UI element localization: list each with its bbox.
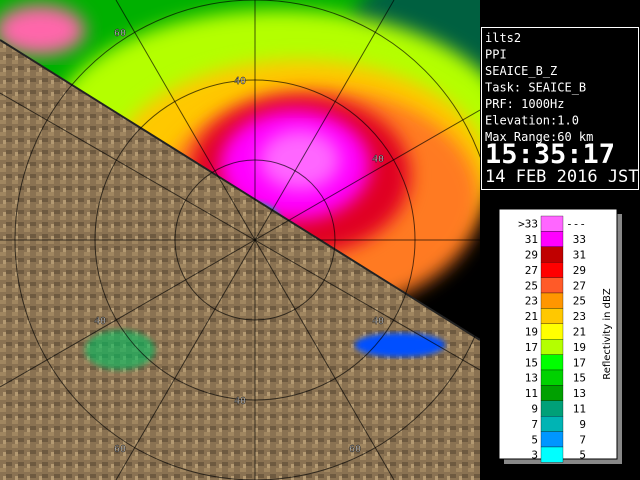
ring-label: 40 [94,316,106,327]
ring-label: 40 [372,316,384,327]
azimuth-line [0,109,480,388]
legend: >33 --- 31 33 29 31 27 29 25 27 23 25 21 23 19 21 17 19 15… [518,215,586,463]
legend-low: 19 [525,326,538,339]
echo [355,333,445,357]
legend-high: 19 [573,341,586,354]
ring-label: 60 [114,28,126,39]
legend-low: 25 [525,279,538,292]
legend-high: 9 [579,418,586,431]
legend-swatch [540,323,564,340]
time: 15:35:17 [485,139,615,170]
legend-swatch [540,277,564,294]
echo [85,330,155,370]
info-text: ilts2 PPI SEAICE_B_Z Task: SEAICE_B PRF: 100… [485,31,593,144]
legend-low: 3 [531,449,538,462]
legend-low: 27 [525,264,538,277]
ring-labels: 60 40 40 40 40 40 60 60 [94,28,384,455]
coastline [0,39,481,341]
legend-low: 23 [525,295,538,308]
legend-swatch [540,262,564,278]
legend-swatch [540,292,564,309]
legend-low: 11 [525,387,538,400]
legend-high: 15 [573,372,586,385]
legend-low: 29 [525,249,538,262]
info-line: PPI [485,48,507,62]
legend-low: 9 [531,403,538,416]
legend-swatch [540,215,564,232]
info-line: Elevation:1.0 [485,114,579,128]
legend-high: 21 [573,326,586,339]
legend-high: --- [566,218,586,231]
legend-high: 23 [573,310,586,323]
legend-swatch [540,385,564,401]
legend-swatch [540,354,564,371]
info-line: PRF: 1000Hz [485,97,564,111]
legend-swatch [540,246,564,263]
legend-high: 25 [573,295,586,308]
legend-swatch [540,400,564,417]
echo [260,130,340,190]
legend-swatch [540,416,564,432]
echo [0,5,85,55]
ring-label: 40 [234,396,246,407]
legend-swatch [540,339,564,355]
info-line: Max Range:60 km [485,130,593,144]
legend-low: >33 [518,218,538,231]
legend-swatch [540,231,564,247]
ring-label: 40 [372,154,384,165]
legend-swatch [540,308,564,324]
legend-low: 31 [525,233,538,246]
legend-swatch [540,369,564,386]
ring-label: 40 [234,76,246,87]
legend-high: 5 [579,449,586,462]
range-rings [0,0,495,480]
info-line: Task: SEAICE_B [485,81,586,95]
info-box [481,27,639,190]
info-line: ilts2 [485,31,521,45]
legend-low: 13 [525,372,538,385]
legend-swatch [540,446,564,463]
legend-high: 27 [573,279,586,292]
date: 14 FEB 2016 JST [485,167,639,187]
legend-high: 13 [573,387,586,400]
legend-high: 29 [573,264,586,277]
legend-low: 5 [531,433,538,446]
ring-label: 60 [349,444,361,455]
legend-title: Reflectivity in dBZ [602,288,613,380]
legend-low: 21 [525,310,538,323]
azimuth-line [0,92,480,371]
legend-high: 11 [573,403,586,416]
info-line: SEAICE_B_Z [485,64,557,78]
legend-high: 33 [573,233,586,246]
legend-high: 17 [573,356,586,369]
legend-swatch [540,431,564,448]
legend-high: 7 [579,433,586,446]
legend-high: 31 [573,249,586,262]
legend-low: 15 [525,356,538,369]
legend-low: 7 [531,418,538,431]
legend-low: 17 [525,341,538,354]
ring-label: 60 [114,444,126,455]
echo-layer [0,0,480,310]
